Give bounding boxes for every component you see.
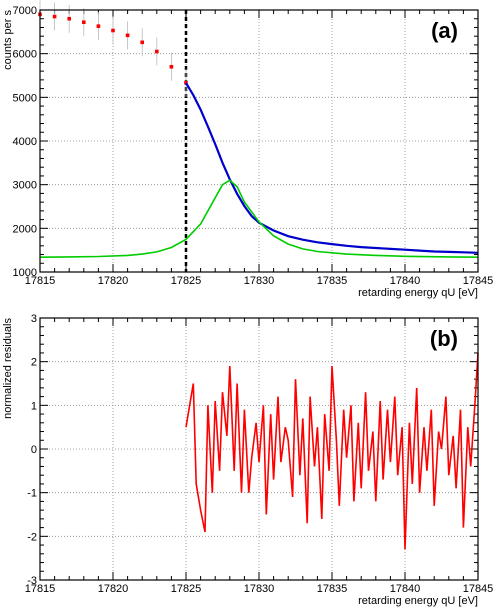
y-tick-label: 1	[31, 400, 37, 412]
x-tick-label: 17820	[98, 275, 129, 287]
y-tick-label: 1000	[13, 267, 37, 279]
x-tick-label: 17845	[463, 583, 494, 595]
y-tick-label: -1	[27, 488, 37, 500]
y-tick-label: 3	[31, 313, 37, 325]
x-tick-label: 17815	[25, 583, 56, 595]
y-axis-label: counts per s	[2, 10, 14, 70]
plot-frame	[39, 317, 479, 581]
data-point	[111, 28, 115, 33]
y-tick-label: 6000	[13, 49, 37, 61]
y-tick-label: 4000	[13, 136, 37, 148]
panel-b: 17815 17820 17825 17830 17835 17840 17845 -3 -2 -…	[2, 313, 493, 607]
y-tick-label: 5000	[13, 92, 37, 104]
data-point	[155, 49, 159, 54]
x-axis-label: retarding energy qU [eV]	[358, 287, 478, 299]
data-point	[52, 14, 57, 19]
data-point	[169, 64, 174, 69]
panel-label: (a)	[431, 18, 458, 43]
y-tick-label: -2	[27, 531, 37, 543]
x-tick-label: 17830	[244, 275, 275, 287]
x-tick-label: 17835	[317, 275, 348, 287]
residual-line	[185, 352, 479, 550]
y-axis-label: normalized residuals	[2, 318, 14, 419]
y-tick-label: 2000	[13, 223, 37, 235]
x-tick-label: 17840	[390, 583, 421, 595]
x-tick-label: 17820	[98, 583, 129, 595]
component-line	[39, 179, 479, 258]
x-tick-label: 17830	[244, 583, 275, 595]
x-axis-label: retarding energy qU [eV]	[358, 595, 478, 607]
fit-line	[185, 82, 479, 254]
x-tick-label: 17835	[317, 583, 348, 595]
y-tick-label: 7000	[13, 5, 37, 17]
x-tick-label: 17825	[171, 275, 202, 287]
x-tick-label: 17845	[463, 275, 494, 287]
plot-frame	[39, 9, 479, 273]
panel-a: 17815 17820 17825 17830 17835 17840 17845 1000 2…	[2, 0, 493, 299]
y-tick-label: 2	[31, 357, 37, 369]
data-point	[67, 16, 71, 21]
data-point	[140, 40, 144, 45]
data-point	[96, 24, 101, 28]
data-point	[125, 33, 130, 38]
y-tick-label: 0	[31, 444, 37, 456]
data-point	[82, 20, 86, 25]
x-tick-label: 17825	[171, 583, 202, 595]
y-tick-label: -3	[27, 575, 37, 587]
panel-label: (b)	[430, 326, 458, 351]
y-tick-label: 3000	[13, 180, 37, 192]
x-tick-label: 17815	[25, 275, 56, 287]
x-tick-label: 17840	[390, 275, 421, 287]
